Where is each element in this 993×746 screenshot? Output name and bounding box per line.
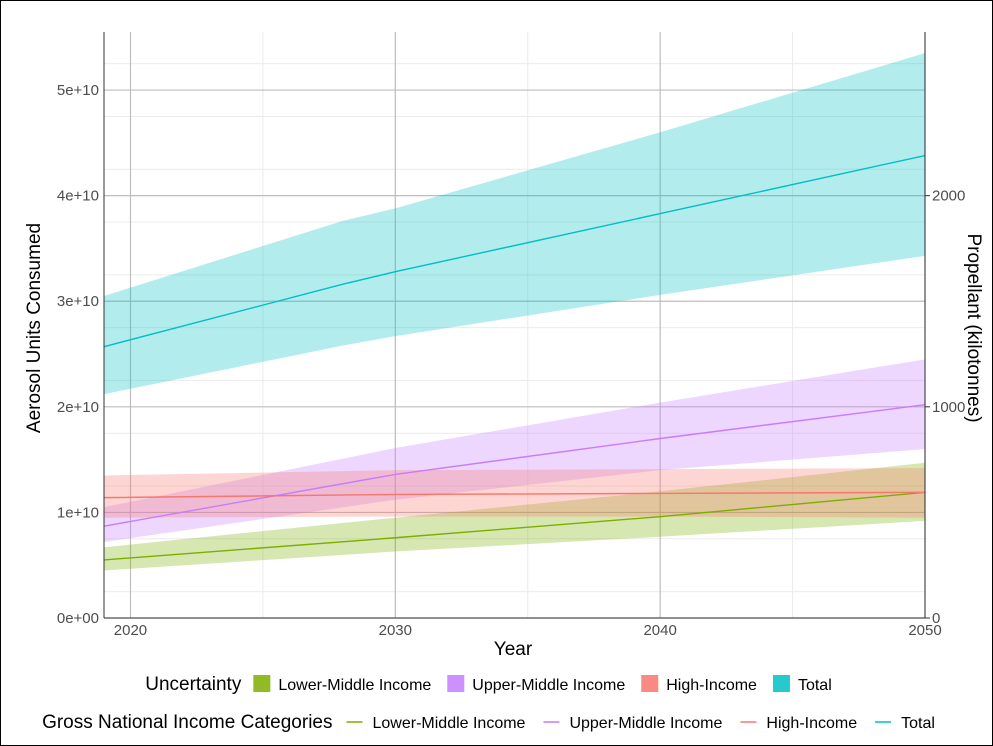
band-total — [104, 53, 925, 395]
legend-key-fill — [253, 675, 271, 692]
y-tick-label: 4e+10 — [57, 188, 99, 205]
legend-label: Upper-Middle Income — [472, 677, 625, 694]
legend-title: Uncertainty — [145, 674, 242, 695]
y-tick-label: 5e+10 — [57, 82, 99, 99]
legend: Uncertainty Lower-Middle Income Upper-Midd… — [42, 674, 935, 733]
y2-axis-title: Propellant (kilotonnes) — [963, 233, 984, 422]
tick-labels: 2020 2030 2040 2050 0e+00 1e+10 2e+10 3e+10 4e+1… — [57, 82, 966, 639]
legend-label: Lower-Middle Income — [278, 677, 431, 694]
band-upper-middle-income — [104, 359, 925, 542]
band-lower-middle-income — [104, 462, 925, 571]
legend-label: High-Income — [766, 715, 857, 732]
legend-label: Lower-Middle Income — [373, 715, 526, 732]
y-tick-label: 2e+10 — [57, 399, 99, 416]
uncertainty-bands — [104, 53, 925, 571]
x-tick-label: 2030 — [379, 622, 412, 639]
x-tick-label: 2040 — [643, 622, 676, 639]
legend-key-fill — [772, 675, 790, 692]
x-axis-title: Year — [494, 639, 533, 660]
legend-key-fill — [447, 675, 465, 692]
legend-label: Total — [901, 715, 935, 732]
line-high-income — [103, 491, 926, 499]
legend-title: Gross National Income Categories — [42, 712, 332, 733]
y-tick-label: 1e+10 — [57, 504, 99, 521]
y-tick-label: 3e+10 — [57, 293, 99, 310]
band-high-income — [104, 468, 925, 518]
legend-label: Total — [798, 677, 832, 694]
y2-tick-label: 0 — [932, 610, 940, 627]
minor-gridlines — [104, 32, 925, 618]
legend-key-fill — [641, 675, 659, 692]
y2-tick-label: 1000 — [932, 399, 965, 416]
line-lower-middle-income — [103, 491, 926, 561]
legend-label: Upper-Middle Income — [569, 715, 722, 732]
y2-tick-label: 2000 — [932, 188, 965, 205]
y-axis-title: Aerosol Units Consumed — [24, 223, 45, 433]
axes — [103, 32, 930, 619]
y-tick-label: 0e+00 — [57, 610, 99, 627]
x-tick-label: 2050 — [908, 622, 941, 639]
legend-label: High-Income — [666, 677, 757, 694]
x-tick-label: 2020 — [114, 622, 147, 639]
series-lines — [103, 154, 926, 561]
line-upper-middle-income — [103, 404, 926, 527]
line-total — [103, 154, 926, 348]
